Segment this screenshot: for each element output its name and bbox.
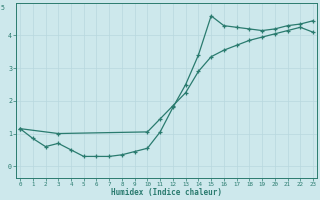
Text: 5: 5 bbox=[1, 5, 5, 11]
X-axis label: Humidex (Indice chaleur): Humidex (Indice chaleur) bbox=[111, 188, 222, 197]
